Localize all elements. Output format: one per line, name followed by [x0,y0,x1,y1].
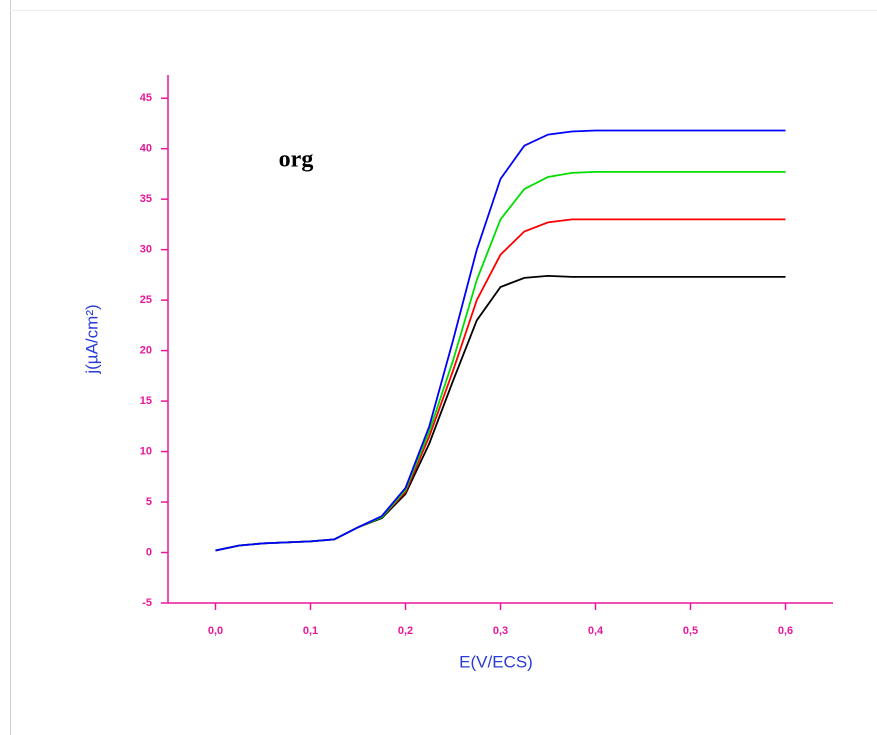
x-tick-label: 0,4 [588,625,604,637]
y-tick-label: 35 [140,193,152,205]
series-line [215,274,786,552]
x-tick-label: 0,3 [493,625,508,637]
annotation: org [279,147,314,173]
y-tick-label: -5 [142,597,152,609]
series-line [215,218,786,552]
x-tick-label: 0,5 [683,625,698,637]
series-line [215,171,786,552]
y-tick-label: 45 [140,92,152,104]
x-tick-label: 0,6 [778,625,793,637]
y-tick-label: 0 [146,546,152,558]
x-tick-label: 0,0 [208,625,223,637]
y-tick-label: 40 [140,143,152,155]
x-tick-label: 0,1 [303,625,318,637]
y-tick-label: 20 [140,345,152,357]
y-tick-label: 15 [140,395,152,407]
x-axis-label: E(V/ECS) [459,652,533,671]
y-axis-label: j(µA/cm²) [82,304,101,374]
y-tick-label: 5 [146,496,152,508]
y-tick-label: 30 [140,244,152,256]
x-tick-label: 0,2 [398,625,413,637]
y-tick-label: 10 [140,445,152,457]
series-line [215,129,786,552]
y-tick-label: 25 [140,294,152,306]
